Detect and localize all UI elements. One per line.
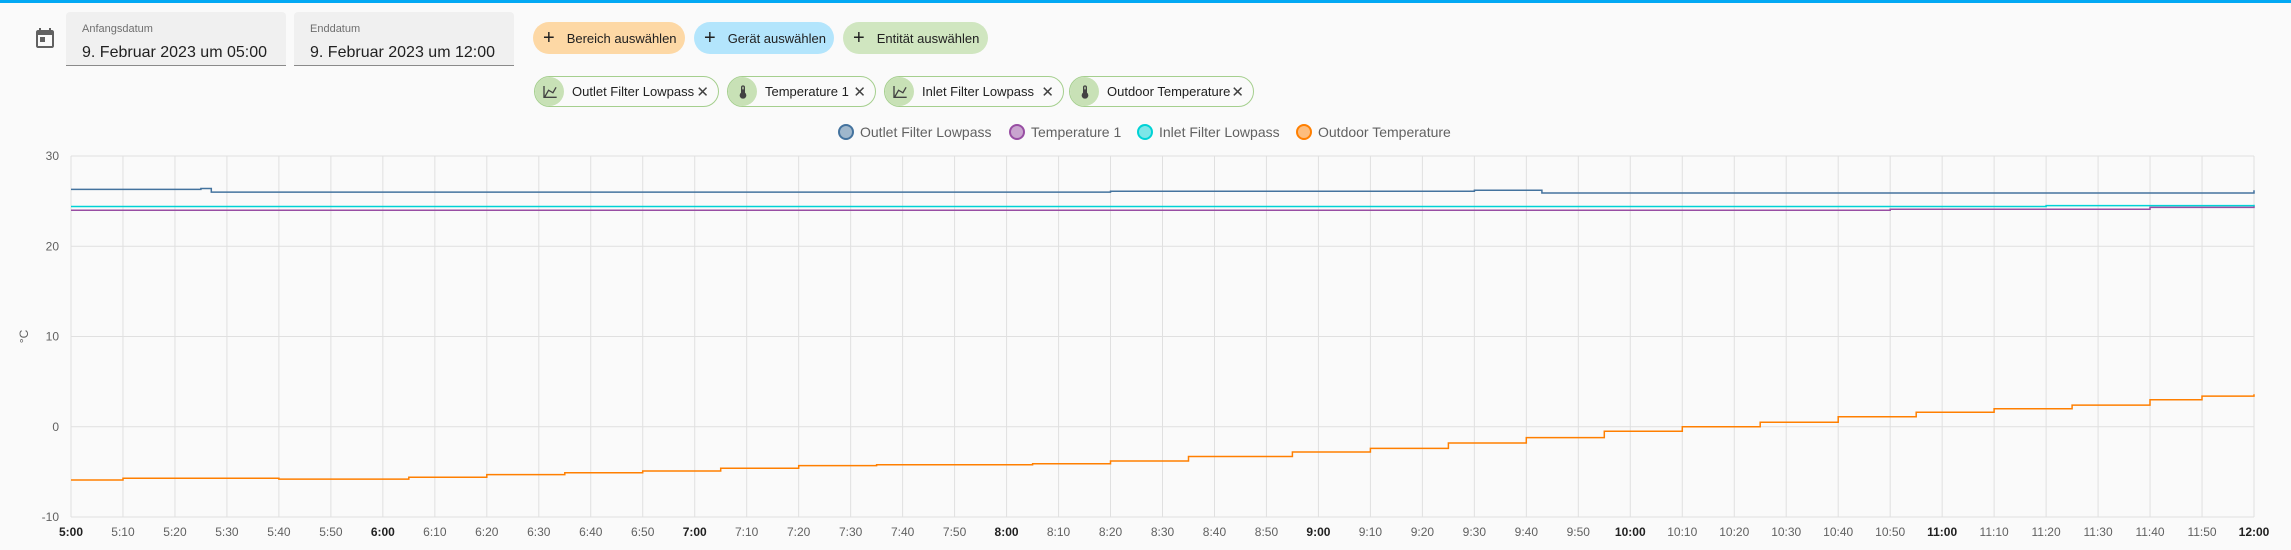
x-tick-label: 6:20: [475, 525, 499, 539]
calendar-icon[interactable]: [33, 26, 57, 50]
x-tick-label: 12:00: [2239, 525, 2270, 539]
x-tick-label: 11:40: [2135, 525, 2164, 539]
x-tick-label: 10:30: [1771, 525, 1801, 539]
thermometer-icon: [728, 77, 757, 106]
y-tick-label: 30: [46, 149, 60, 163]
series-line-temperature-1: [71, 205, 2255, 211]
legend-swatch: [838, 124, 854, 140]
chip-label: Temperature 1: [765, 84, 849, 99]
x-tick-label: 11:20: [2032, 525, 2061, 539]
entity-chip-outlet-filter-lowpass[interactable]: Outlet Filter Lowpass ✕: [534, 76, 719, 107]
entity-chip-temperature-1[interactable]: Temperature 1 ✕: [727, 76, 876, 107]
x-tick-label: 8:50: [1255, 525, 1279, 539]
x-tick-label: 9:20: [1411, 525, 1435, 539]
series-line-outdoor-temperature: [71, 394, 2255, 481]
legend-swatch: [1009, 124, 1025, 140]
select-entity-button[interactable]: + Entität auswählen: [843, 22, 988, 54]
start-date-field[interactable]: Anfangsdatum 9. Februar 2023 um 05:00: [66, 12, 286, 66]
y-tick-label: 20: [46, 239, 60, 253]
x-tick-label: 10:10: [1667, 525, 1697, 539]
end-date-value[interactable]: 9. Februar 2023 um 12:00: [310, 44, 496, 61]
y-tick-label: 0: [52, 420, 59, 434]
plus-icon: +: [704, 27, 716, 49]
select-device-button[interactable]: + Gerät auswählen: [694, 22, 834, 54]
x-tick-label: 11:00: [1927, 525, 1957, 539]
x-tick-label: 11:30: [2084, 525, 2113, 539]
entity-chip-inlet-filter-lowpass[interactable]: Inlet Filter Lowpass ✕: [884, 76, 1064, 107]
x-tick-label: 7:20: [787, 525, 811, 539]
x-tick-label: 6:40: [579, 525, 603, 539]
y-tick-label: 10: [46, 330, 60, 344]
x-tick-label: 11:50: [2187, 525, 2216, 539]
x-tick-label: 8:10: [1047, 525, 1071, 539]
thermometer-icon: [1070, 77, 1099, 106]
chip-label: Outlet Filter Lowpass: [572, 84, 695, 99]
chart-line-icon: [535, 77, 564, 106]
start-date-label: Anfangsdatum: [82, 23, 153, 35]
x-tick-label: 7:30: [839, 525, 863, 539]
x-tick-label: 9:30: [1463, 525, 1487, 539]
x-tick-label: 8:30: [1151, 525, 1175, 539]
legend-swatch: [1296, 124, 1312, 140]
entity-chip-outdoor-temperature[interactable]: Outdoor Temperature ✕: [1069, 76, 1254, 107]
y-axis-label: °C: [17, 329, 31, 343]
x-tick-label: 9:40: [1515, 525, 1539, 539]
legend-swatch: [1137, 124, 1153, 140]
x-tick-label: 8:40: [1203, 525, 1227, 539]
close-icon[interactable]: ✕: [1231, 83, 1244, 101]
x-tick-label: 6:30: [527, 525, 551, 539]
series-line-inlet-filter-lowpass: [71, 204, 2255, 208]
plus-icon: +: [853, 27, 865, 49]
x-tick-label: 5:10: [111, 525, 135, 539]
plus-icon: +: [543, 27, 555, 49]
end-date-field[interactable]: Enddatum 9. Februar 2023 um 12:00: [294, 12, 514, 66]
select-device-label: Gerät auswählen: [727, 30, 826, 46]
x-tick-label: 7:40: [891, 525, 915, 539]
x-tick-label: 10:20: [1719, 525, 1749, 539]
top-accent-bar: [0, 0, 2291, 3]
x-tick-label: 5:30: [215, 525, 239, 539]
close-icon[interactable]: ✕: [853, 83, 866, 101]
select-area-label: Bereich auswählen: [566, 30, 677, 46]
x-tick-label: 5:00: [59, 525, 83, 539]
x-tick-label: 10:40: [1823, 525, 1853, 539]
y-tick-label: -10: [42, 510, 60, 524]
close-icon[interactable]: ✕: [696, 83, 709, 101]
legend-item-temperature-1[interactable]: Temperature 1: [1009, 123, 1121, 141]
legend-item-outdoor-temperature[interactable]: Outdoor Temperature: [1296, 123, 1451, 141]
x-tick-label: 6:10: [423, 525, 447, 539]
x-tick-label: 10:50: [1875, 525, 1905, 539]
legend-item-inlet-filter-lowpass[interactable]: Inlet Filter Lowpass: [1137, 123, 1280, 141]
x-tick-label: 8:20: [1099, 525, 1123, 539]
x-tick-label: 9:10: [1359, 525, 1383, 539]
x-tick-label: 10:00: [1615, 525, 1646, 539]
legend-label: Temperature 1: [1031, 124, 1122, 140]
x-tick-label: 7:00: [683, 525, 707, 539]
close-icon[interactable]: ✕: [1041, 83, 1054, 101]
x-tick-label: 5:40: [267, 525, 291, 539]
x-tick-label: 6:00: [371, 525, 395, 539]
legend-label: Inlet Filter Lowpass: [1159, 124, 1280, 140]
chip-label: Outdoor Temperature: [1107, 84, 1231, 99]
select-entity-label: Entität auswählen: [876, 30, 980, 46]
x-tick-label: 7:10: [735, 525, 759, 539]
x-tick-label: 9:50: [1567, 525, 1591, 539]
start-date-value[interactable]: 9. Februar 2023 um 05:00: [82, 44, 268, 61]
x-tick-label: 9:00: [1306, 525, 1330, 539]
x-tick-label: 6:50: [631, 525, 655, 539]
x-tick-label: 5:20: [163, 525, 187, 539]
x-tick-label: 11:10: [1980, 525, 2009, 539]
x-tick-label: 5:50: [319, 525, 343, 539]
select-area-button[interactable]: + Bereich auswählen: [533, 22, 685, 54]
legend-item-outlet-filter-lowpass[interactable]: Outlet Filter Lowpass: [838, 123, 992, 141]
x-tick-label: 8:00: [995, 525, 1019, 539]
end-date-label: Enddatum: [310, 23, 361, 35]
x-tick-label: 7:50: [943, 525, 967, 539]
chart-line-icon: [885, 77, 914, 106]
series-line-outlet-filter-lowpass: [71, 187, 2255, 194]
legend-label: Outdoor Temperature: [1318, 124, 1451, 140]
history-chart[interactable]: -10 0 10 20 30 5:00 5:10 5:20 5:30 5:40 5:50 6:00 6:…: [0, 145, 2291, 550]
chip-label: Inlet Filter Lowpass: [922, 84, 1034, 99]
legend-label: Outlet Filter Lowpass: [860, 124, 992, 140]
